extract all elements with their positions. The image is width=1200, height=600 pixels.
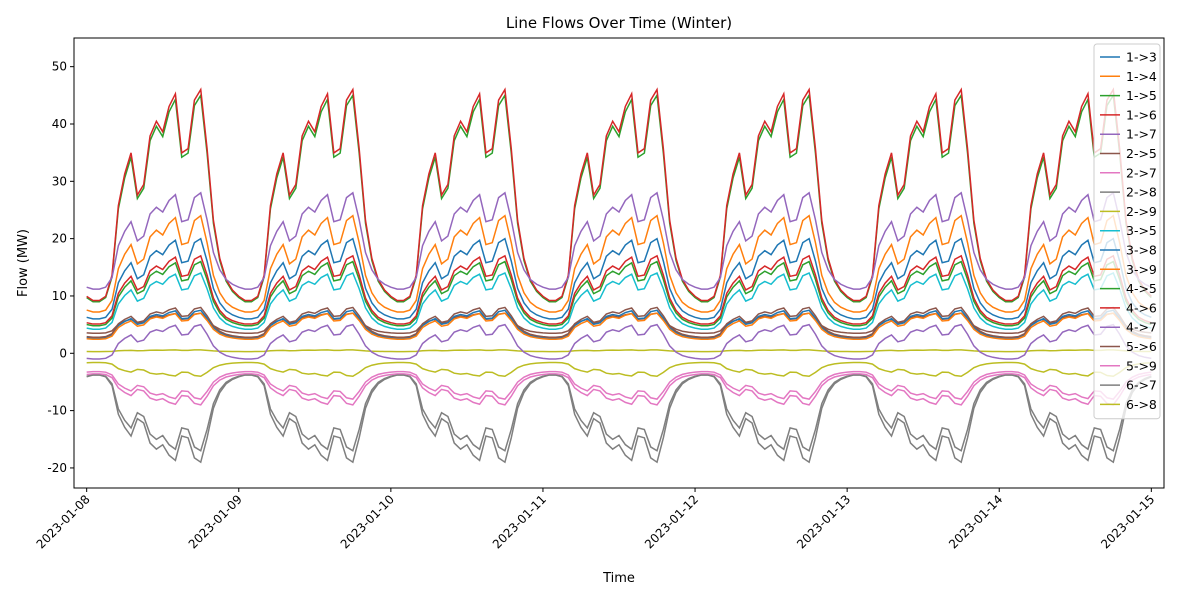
- series-line-6-to-7: [86, 374, 1152, 464]
- series-line-1-to-7: [86, 191, 1152, 290]
- series-line-4-to-7: [86, 323, 1152, 360]
- series-line-4-to-6: [86, 254, 1152, 325]
- series-line-3-to-9: [86, 312, 1152, 340]
- legend-box: [1093, 43, 1161, 420]
- legend-label: 1->4: [1126, 69, 1157, 84]
- series-line-3-to-5: [86, 272, 1152, 330]
- legend-label: 1->3: [1126, 50, 1157, 65]
- series-line-1-to-4: [86, 214, 1152, 313]
- series-line-5-to-6: [86, 306, 1152, 338]
- y-tick-label: -10: [47, 404, 67, 418]
- legend-label: 6->7: [1126, 378, 1157, 393]
- y-tick-label: 50: [52, 60, 67, 74]
- y-tick-label: 0: [59, 346, 67, 360]
- y-tick-label: -20: [47, 461, 67, 475]
- axes-frame: [73, 37, 1165, 489]
- chart-title: Line Flows Over Time (Winter): [506, 14, 732, 32]
- y-tick-label: 40: [52, 117, 67, 131]
- y-tick-label: 20: [52, 232, 67, 246]
- legend-label: 2->9: [1126, 204, 1157, 219]
- series-line-2-to-9: [86, 349, 1152, 353]
- legend-label: 5->6: [1126, 339, 1157, 354]
- legend-label: 3->8: [1126, 243, 1157, 258]
- series-line-6-to-8: [86, 361, 1152, 377]
- legend-label: 5->9: [1126, 358, 1157, 373]
- series-line-2-to-8: [86, 373, 1152, 452]
- legend-label: 2->5: [1126, 146, 1157, 161]
- series-line-5-to-9: [86, 373, 1152, 406]
- y-tick-label: 10: [52, 289, 67, 303]
- y-axis: -20 -10 0 10 20 30 40 50: [47, 60, 74, 475]
- legend-label: 4->5: [1126, 281, 1157, 296]
- series-line-2-to-7: [86, 370, 1152, 400]
- legend-label: 3->9: [1126, 262, 1157, 277]
- legend-label: 2->7: [1126, 165, 1157, 180]
- y-tick-label: 30: [52, 174, 67, 188]
- legend-label: 3->5: [1126, 223, 1157, 238]
- series-line-4-to-5: [86, 260, 1152, 327]
- series-line-1-to-3: [86, 237, 1152, 320]
- legend-label: 1->6: [1126, 107, 1157, 122]
- legend-label: 6->8: [1126, 397, 1157, 412]
- legend-label: 1->5: [1126, 88, 1157, 103]
- x-axis-label: Time: [602, 571, 635, 586]
- plot-area: [86, 87, 1152, 464]
- legend-label: 4->6: [1126, 300, 1157, 315]
- legend-label: 2->8: [1126, 185, 1157, 200]
- legend-label: 4->7: [1126, 320, 1157, 335]
- legend-label: 1->7: [1126, 127, 1157, 142]
- y-axis-label: Flow (MW): [16, 229, 31, 297]
- legend: 1->3 1->4 1->5 1->6 1->7 2->5 2->7 2->8 2->9 3->5…: [1093, 43, 1161, 420]
